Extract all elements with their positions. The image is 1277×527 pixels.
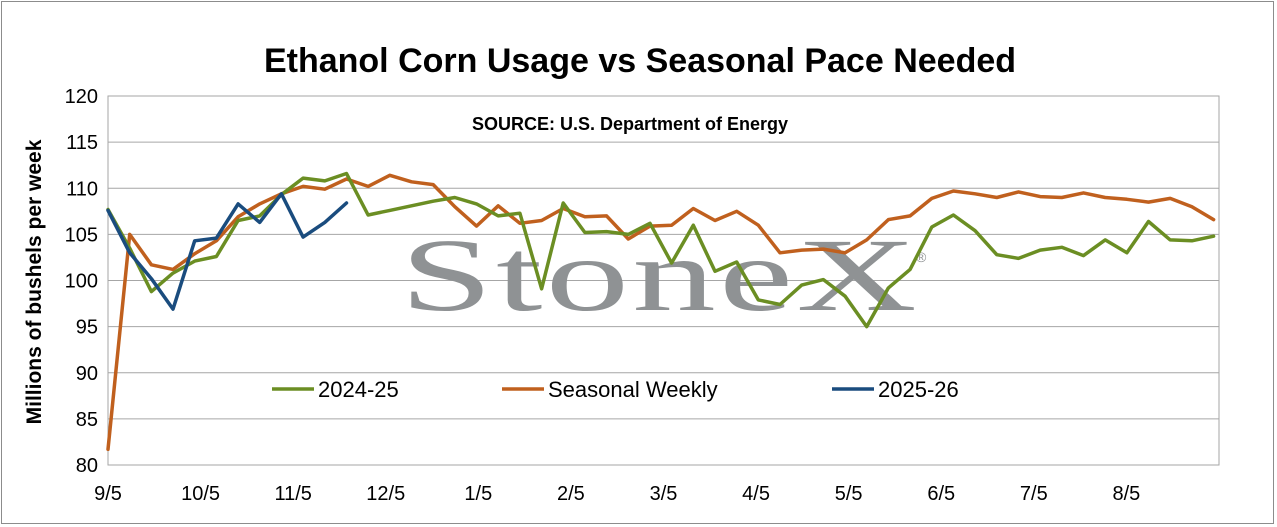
series-line-2025-26 bbox=[106, 192, 349, 311]
x-tick-label: 11/5 bbox=[274, 483, 311, 505]
x-tick-label: 1/5 bbox=[464, 483, 492, 505]
y-tick-label: 115 bbox=[66, 132, 98, 154]
y-tick-label: 90 bbox=[76, 363, 98, 385]
series-line-2024-25 bbox=[106, 171, 1216, 329]
y-tick-label: 100 bbox=[65, 271, 98, 293]
y-tick-label: 105 bbox=[65, 224, 98, 246]
legend: 2024-25 Seasonal Weekly 2025-26 bbox=[272, 377, 959, 402]
y-tick-label: 85 bbox=[76, 409, 98, 431]
source-note: SOURCE: U.S. Department of Energy bbox=[472, 114, 788, 134]
x-tick-label: 9/5 bbox=[94, 483, 122, 505]
x-axis-ticks: 9/5 10/5 11/5 12/5 1/5 2/5 3/5 4/5 5/5 6/5 7/5 8/5 bbox=[94, 483, 1140, 505]
legend-label-2025-26: 2025-26 bbox=[878, 377, 959, 402]
x-tick-label: 6/5 bbox=[927, 483, 955, 505]
y-axis-label: Millions of bushels per week bbox=[23, 139, 46, 424]
watermark: StoneX bbox=[400, 218, 920, 333]
x-tick-label: 4/5 bbox=[742, 483, 770, 505]
legend-label-2024-25: 2024-25 bbox=[318, 377, 399, 402]
x-tick-label: 2/5 bbox=[557, 483, 585, 505]
x-tick-label: 3/5 bbox=[650, 483, 678, 505]
y-tick-label: 80 bbox=[76, 455, 98, 477]
chart-title: Ethanol Corn Usage vs Seasonal Pace Need… bbox=[264, 42, 1016, 80]
y-tick-label: 110 bbox=[66, 178, 98, 200]
x-tick-label: 12/5 bbox=[366, 483, 405, 505]
x-tick-label: 8/5 bbox=[1113, 483, 1141, 505]
x-tick-label: 5/5 bbox=[835, 483, 863, 505]
series-lines bbox=[106, 171, 1216, 452]
x-tick-label: 7/5 bbox=[1020, 483, 1048, 505]
legend-label-seasonal-weekly: Seasonal Weekly bbox=[548, 377, 718, 402]
x-tick-label: 10/5 bbox=[181, 483, 220, 505]
series-line-seasonal-weekly bbox=[106, 173, 1216, 452]
y-tick-label: 95 bbox=[76, 317, 98, 339]
y-axis-ticks: 80 85 90 95 100 105 110 115 120 bbox=[65, 86, 98, 477]
y-tick-label: 120 bbox=[65, 86, 98, 108]
watermark-registered-mark: ® bbox=[916, 249, 927, 265]
